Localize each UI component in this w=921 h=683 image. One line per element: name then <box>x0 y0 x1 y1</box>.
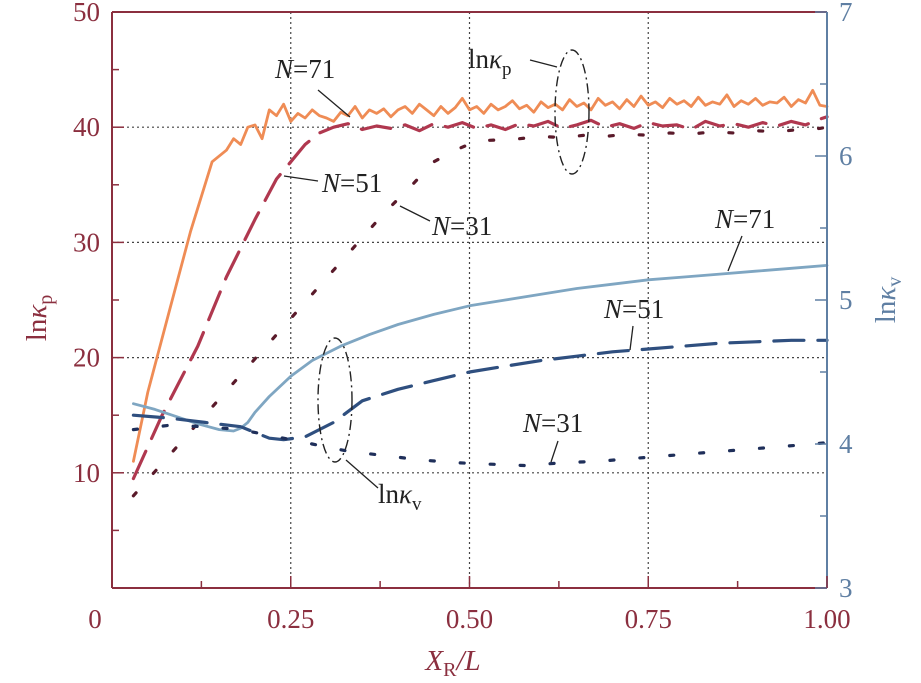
tick-label-right-7: 7 <box>839 0 853 27</box>
series-line-v-n31 <box>131 423 829 468</box>
tick-label-x-0.25: 0.25 <box>267 604 314 634</box>
x-title: XR/L <box>424 645 480 681</box>
tick-label-right-5: 5 <box>839 285 853 315</box>
series-line-v-n51 <box>131 338 829 442</box>
leader-p-n31 <box>399 205 431 222</box>
series-line-p-n51 <box>131 115 829 481</box>
axes <box>111 11 828 589</box>
leader-p-n71 <box>317 89 351 118</box>
label-v-n51: N=51 <box>603 294 664 324</box>
leader-v-n31 <box>550 440 559 463</box>
tick-label-left-50: 50 <box>73 0 100 27</box>
group-ellipses <box>317 49 590 463</box>
series-group <box>131 88 829 498</box>
label-v-n31: N=31 <box>522 408 583 438</box>
tick-label-left-20: 20 <box>73 343 100 373</box>
tick-label-x-1.00: 1.00 <box>803 604 850 634</box>
leader-lines <box>283 59 743 489</box>
grid-lines <box>112 12 827 588</box>
tick-label-left-40: 40 <box>73 112 100 142</box>
label-group-v: lnκv <box>378 479 422 515</box>
tick-label-x-0.75: 0.75 <box>625 604 672 634</box>
label-p-n31: N=31 <box>431 211 492 241</box>
label-p-n51: N=51 <box>321 168 382 198</box>
leader-p-n51 <box>283 175 319 182</box>
tick-label-origin: 0 <box>88 604 102 634</box>
tick-label-x-0.50: 0.50 <box>446 604 493 634</box>
label-v-n71: N=71 <box>714 204 775 234</box>
tick-label-right-3: 3 <box>839 573 853 603</box>
tick-label-right-6: 6 <box>839 141 853 171</box>
y-right-title: lnκv <box>870 277 906 323</box>
label-group-p: lnκp <box>468 44 511 80</box>
ellipse-group-p <box>554 49 590 175</box>
tick-label-left-30: 30 <box>73 227 100 257</box>
tick-label-right-4: 4 <box>839 429 853 459</box>
leader-group-p <box>529 59 558 68</box>
series-line-v-n71 <box>131 263 829 433</box>
tick-labels: 10 20 30 40 50 3 4 5 6 7 0.25 0.50 0.75 1.00 0 <box>73 0 853 634</box>
y-left-title: lnκp <box>21 295 57 341</box>
series-line-p-n31 <box>131 125 829 498</box>
leader-group-v <box>345 459 379 489</box>
tick-label-left-10: 10 <box>73 458 100 488</box>
leader-v-n71 <box>727 235 743 272</box>
series-line-p-n71 <box>131 88 829 463</box>
label-p-n71: N=71 <box>274 54 335 84</box>
ellipse-group-v <box>317 337 353 463</box>
leader-v-n51 <box>629 325 634 351</box>
